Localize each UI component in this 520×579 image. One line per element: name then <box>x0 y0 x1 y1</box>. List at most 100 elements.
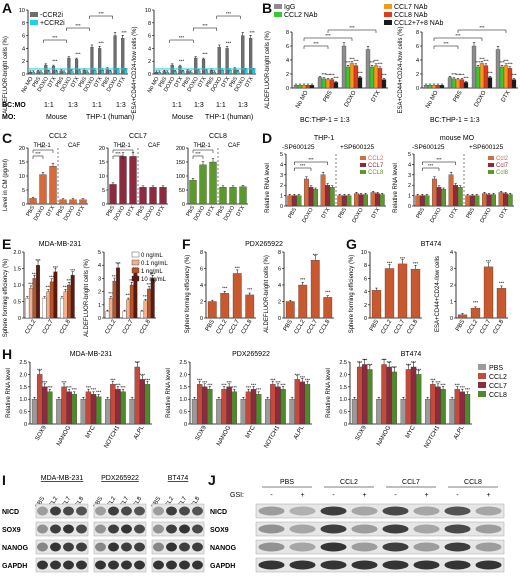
sig-stars: *** <box>32 271 38 276</box>
bar-ccl2-nab <box>369 66 375 89</box>
x-category-label: ALPL <box>453 424 466 440</box>
sig-bracket <box>303 45 329 49</box>
panel-c-sub-thp1: THP-1 <box>113 143 131 149</box>
blot-sox9-band <box>351 524 378 534</box>
x-category-label: PBS <box>465 207 476 220</box>
bar-ccl8 <box>71 394 77 425</box>
blot-sox9-band <box>166 524 177 534</box>
legend-swatch <box>131 275 140 282</box>
sig-stars: *** <box>428 163 434 168</box>
x-category-label: PBS <box>216 205 227 218</box>
bar-plus-ccr2i <box>197 70 201 75</box>
panel-h-subplot-title: PDX265922 <box>232 351 270 358</box>
bar-plus-ccr2i <box>228 70 232 75</box>
bar-ccl2-nab <box>451 78 457 89</box>
panel-a-r-ratio-2: 1:3 <box>194 102 204 109</box>
x-category-label: PBS <box>337 207 348 220</box>
x-category-label: CCL8 <box>406 318 419 335</box>
sig-bracket <box>294 167 312 171</box>
panel-d-tick-label: 3 <box>280 173 283 179</box>
sig-stars: *** <box>53 265 59 270</box>
bar-ccl7 <box>226 386 232 425</box>
bar-0-1-ng-ml <box>28 288 33 319</box>
panel-h-tick-label: 1.5 <box>179 385 187 391</box>
panel-g-title: BT474 <box>421 241 442 248</box>
x-category-label: DTX <box>236 205 247 218</box>
x-category-label: SOX9 <box>355 424 369 441</box>
bar-ccl7 <box>115 389 121 425</box>
sig-bracket <box>192 149 214 153</box>
blot-lane-label: PBS <box>35 496 46 509</box>
x-category-label: CCL2 <box>466 318 479 335</box>
bar-ccl2-7-8-nab <box>357 77 363 89</box>
bar-ccl2-7-8-nab <box>333 82 339 89</box>
legend-label: Ccl7 <box>496 163 509 169</box>
bar-pbs <box>400 399 407 425</box>
bar-ccl8 <box>491 194 496 207</box>
sig-stars: *** <box>37 367 43 372</box>
sig-stars: *** <box>91 387 97 392</box>
blot-gsi-label: GSI: <box>230 492 244 499</box>
blot-gapdh-band <box>76 560 87 570</box>
bar-plus-ccr2i <box>251 69 256 75</box>
bar-ccl8 <box>346 195 352 207</box>
legend-swatch <box>488 163 494 167</box>
bar-ccl8-nab <box>507 68 513 89</box>
bar-ccl2 <box>320 174 326 207</box>
blot-nanog-membrane <box>93 539 147 555</box>
sig-stars: *** <box>483 59 489 64</box>
bar-ccl7 <box>419 195 425 207</box>
sig-stars: *** <box>246 385 252 390</box>
sig-bracket <box>32 149 54 153</box>
bar-minus-ccr2i <box>51 66 56 75</box>
sig-bracket <box>112 155 124 159</box>
bar-ccl7 <box>250 389 257 425</box>
sig-stars: *** <box>353 59 359 64</box>
sig-stars: *** <box>459 73 465 78</box>
blot-nanog-band <box>37 542 48 552</box>
bar-ccl2 <box>110 384 116 425</box>
sig-stars: *** <box>207 382 213 387</box>
bar-ccl2-7-8-nab <box>511 79 517 89</box>
x-category-label: PBS <box>78 76 89 89</box>
panel-c-tick-label: 10 <box>19 174 25 180</box>
legend-swatch <box>384 20 392 25</box>
panel-g-tick-label: 0 <box>364 316 367 322</box>
legend-label: CCL8 NAb <box>394 12 428 19</box>
x-category-label: DTX <box>371 207 382 220</box>
panel-h-chart: MDA-MB-231 Relative RNA level 0 0.5 1.0 1.5 2.… <box>6 351 507 449</box>
panel-c-tick-label: 100 <box>176 174 185 180</box>
sig-bracket <box>422 161 456 165</box>
sig-stars: *** <box>72 387 78 392</box>
bar-ccl8-nab <box>459 79 465 89</box>
blot-sox9-band <box>475 524 502 534</box>
panel-c-tick-label: 5 <box>22 188 25 194</box>
blot-sox9-band <box>382 524 409 534</box>
bar-minus-ccr2i <box>225 48 229 75</box>
blot-gapdh-band <box>382 560 409 570</box>
sig-stars: *** <box>126 293 132 298</box>
panel-f-ylabel-left: Sphere forming efficiency (%) <box>185 255 191 334</box>
x-category-label: SOX9 <box>35 424 49 441</box>
bar-plus-ccr2i <box>54 71 58 75</box>
sig-stars: *** <box>98 11 104 16</box>
sig-stars: *** <box>387 261 393 266</box>
bar-plus-ccr2i <box>108 71 112 75</box>
x-category-label: DOXO <box>33 204 47 222</box>
bar-ccl8 <box>464 394 471 425</box>
panel-d-ylabel-left: Relative RNA level <box>265 163 271 213</box>
blot-sox9-band <box>108 524 119 534</box>
pa-right-tick-label: 8 <box>148 21 151 27</box>
panel-h-tick-label: 2.0 <box>179 372 187 378</box>
sig-stars: *** <box>499 280 505 285</box>
x-category-label: PBS <box>136 205 147 218</box>
pb-left-tick-label: 6 <box>286 44 289 50</box>
panel-h-tick-label: 1.0 <box>19 397 27 403</box>
panel-h-tick-label: 1.5 <box>19 385 27 391</box>
blot-gapdh-membrane <box>151 557 205 573</box>
panel-g-tick-label: 3 <box>450 267 453 273</box>
bar-ccl2 <box>85 391 92 425</box>
bar-ccl7 <box>435 386 441 425</box>
